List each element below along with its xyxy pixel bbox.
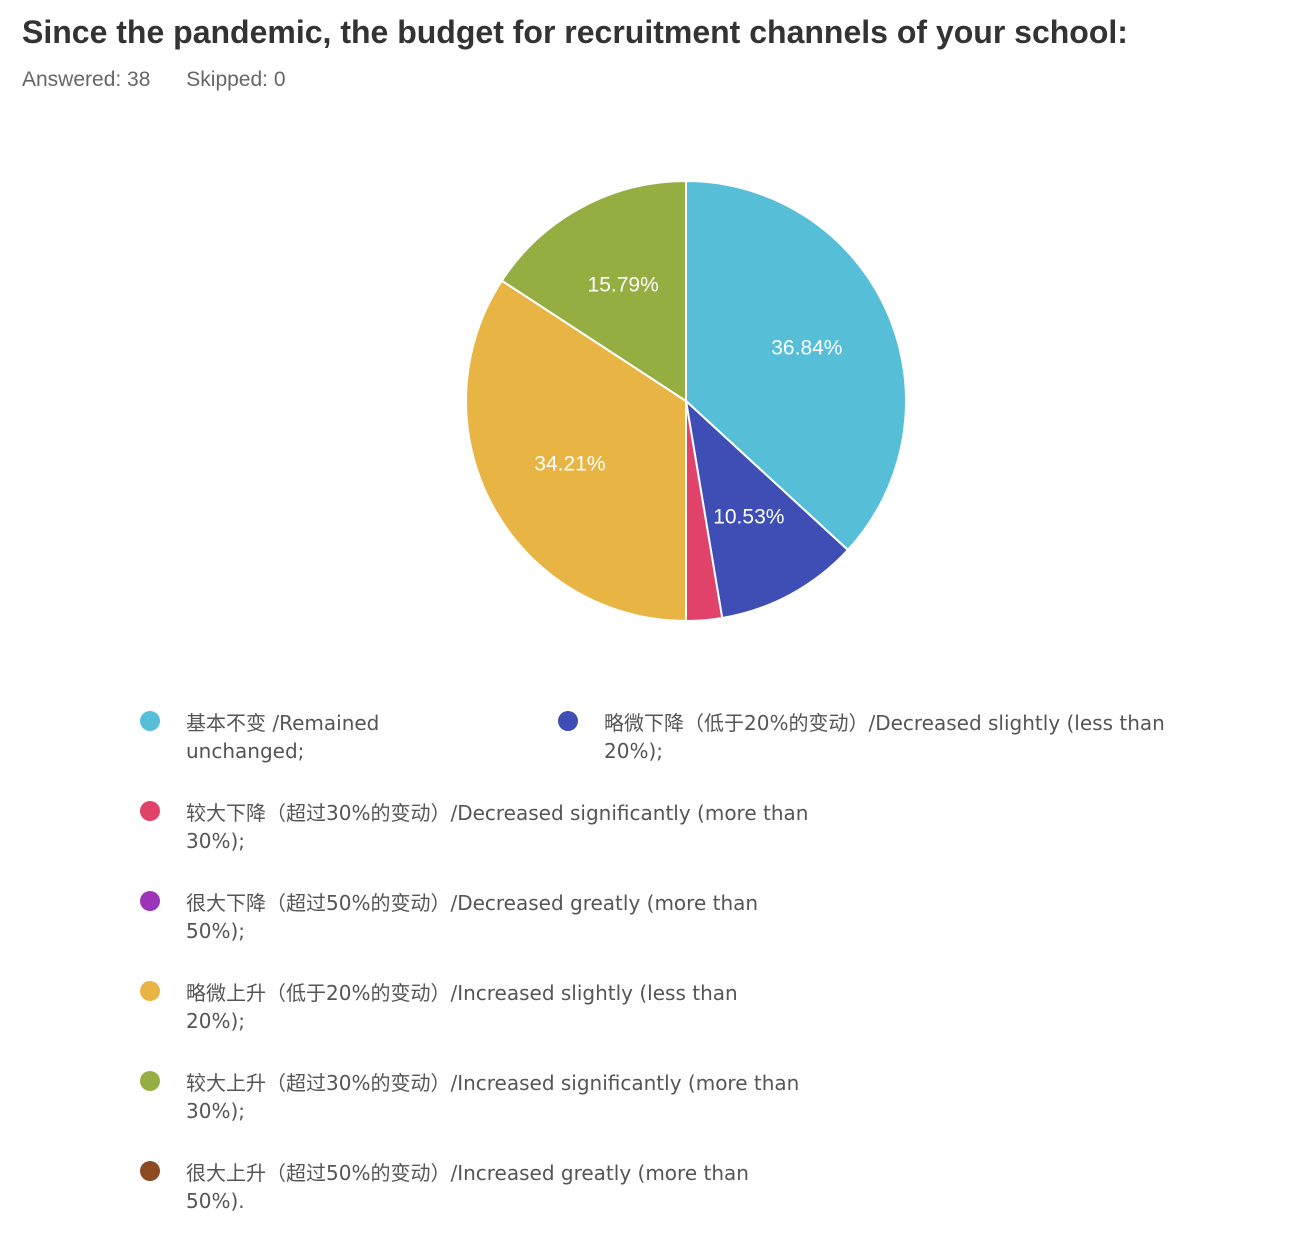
legend-dot-decreased-significantly bbox=[140, 801, 160, 821]
legend-item-increased-slightly: 略微上升（低于20%的变动）/Increased slightly (less … bbox=[140, 979, 738, 1035]
slice-label-remained-unchanged: 36.84% bbox=[771, 336, 842, 359]
legend-label-increased-greatly: 很大上升（超过50%的变动）/Increased greatly (more t… bbox=[186, 1161, 749, 1213]
legend-dot-remained-unchanged bbox=[140, 711, 160, 731]
slice-label-decreased-slightly: 10.53% bbox=[713, 506, 784, 529]
pie-slice-remained-unchanged bbox=[685, 179, 907, 552]
slice-label-increased-significantly: 15.79% bbox=[588, 273, 659, 296]
chart-title: Since the pandemic, the budget for recru… bbox=[22, 14, 1128, 50]
answered-count: Answered: 38 bbox=[22, 68, 151, 91]
legend-label-decreased-greatly: 很大下降（超过50%的变动）/Decreased greatly (more t… bbox=[186, 891, 759, 943]
legend-label-decreased-significantly: 较大下降（超过30%的变动）/Decreased significantly (… bbox=[186, 801, 809, 853]
legend-dot-increased-slightly bbox=[140, 981, 160, 1001]
legend-label-increased-slightly: 略微上升（低于20%的变动）/Increased slightly (less … bbox=[186, 981, 738, 1033]
legend-dot-increased-significantly bbox=[140, 1071, 160, 1091]
legend-dot-increased-greatly bbox=[140, 1161, 160, 1181]
legend-item-remained-unchanged: 基本不变 /Remained unchanged; bbox=[140, 709, 379, 765]
legend-item-decreased-slightly: 略微下降（低于20%的变动）/Decreased slightly (less … bbox=[558, 709, 1165, 765]
legend-item-decreased-significantly: 较大下降（超过30%的变动）/Decreased significantly (… bbox=[140, 799, 808, 855]
legend-item-decreased-greatly: 很大下降（超过50%的变动）/Decreased greatly (more t… bbox=[140, 889, 758, 945]
skipped-count: Skipped: 0 bbox=[186, 68, 286, 91]
pie-slice-decreased-slightly bbox=[684, 398, 850, 620]
response-stats: Answered: 38 Skipped: 0 bbox=[22, 68, 316, 92]
legend-dot-decreased-slightly bbox=[558, 711, 578, 731]
slice-label-increased-slightly: 34.21% bbox=[534, 452, 605, 475]
legend-item-increased-significantly: 较大上升（超过30%的变动）/Increased significantly (… bbox=[140, 1069, 799, 1125]
legend-item-increased-greatly: 很大上升（超过50%的变动）/Increased greatly (more t… bbox=[140, 1159, 749, 1215]
legend-label-decreased-slightly: 略微下降（低于20%的变动）/Decreased slightly (less … bbox=[604, 711, 1165, 763]
legend-label-remained-unchanged: 基本不变 /Remained unchanged; bbox=[186, 711, 380, 763]
pie-slice-increased-significantly bbox=[500, 179, 687, 403]
legend-label-increased-significantly: 较大上升（超过30%的变动）/Increased significantly (… bbox=[186, 1071, 800, 1123]
legend-dot-decreased-greatly bbox=[140, 891, 160, 911]
